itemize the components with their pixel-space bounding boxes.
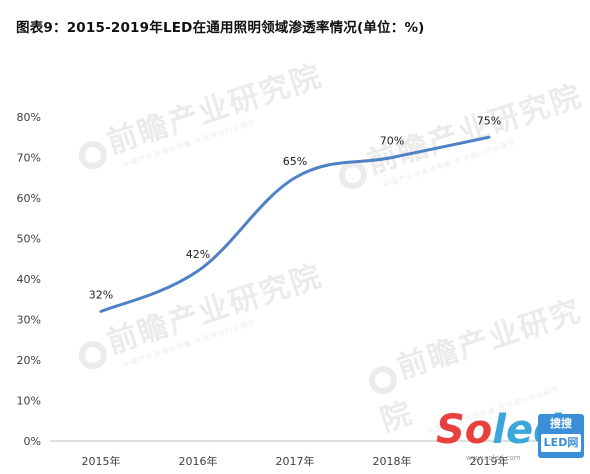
data-label: 65% [283,155,307,168]
x-tick-label: 2015年 [82,454,121,468]
y-tick-label: 0% [24,435,41,448]
y-tick-label: 40% [17,273,41,286]
soled-badge: 搜搜 LED网 [538,414,584,458]
data-label: 70% [380,135,404,148]
data-label: 75% [477,114,501,127]
y-tick-label: 60% [17,192,41,205]
data-label: 42% [186,248,210,261]
chart-title: 图表9：2015-2019年LED在通用照明领域渗透率情况(单位：%) [16,20,425,36]
x-tick-label: 2019年 [470,454,509,468]
y-tick-label: 30% [17,314,41,327]
series-line [99,135,491,313]
y-tick-label: 80% [17,111,41,124]
soled-logo: Soled 搜搜 LED网 www.soled.com [436,410,584,466]
y-tick-label: 70% [17,152,41,165]
x-tick-label: 2017年 [276,454,315,468]
x-tick-label: 2018年 [373,454,412,468]
y-tick-label: 10% [17,395,41,408]
y-tick-label: 50% [17,233,41,246]
data-label: 32% [89,288,113,301]
soled-url: www.soled.com [466,454,521,462]
y-tick-label: 20% [17,354,41,367]
x-tick-label: 2016年 [179,454,218,468]
